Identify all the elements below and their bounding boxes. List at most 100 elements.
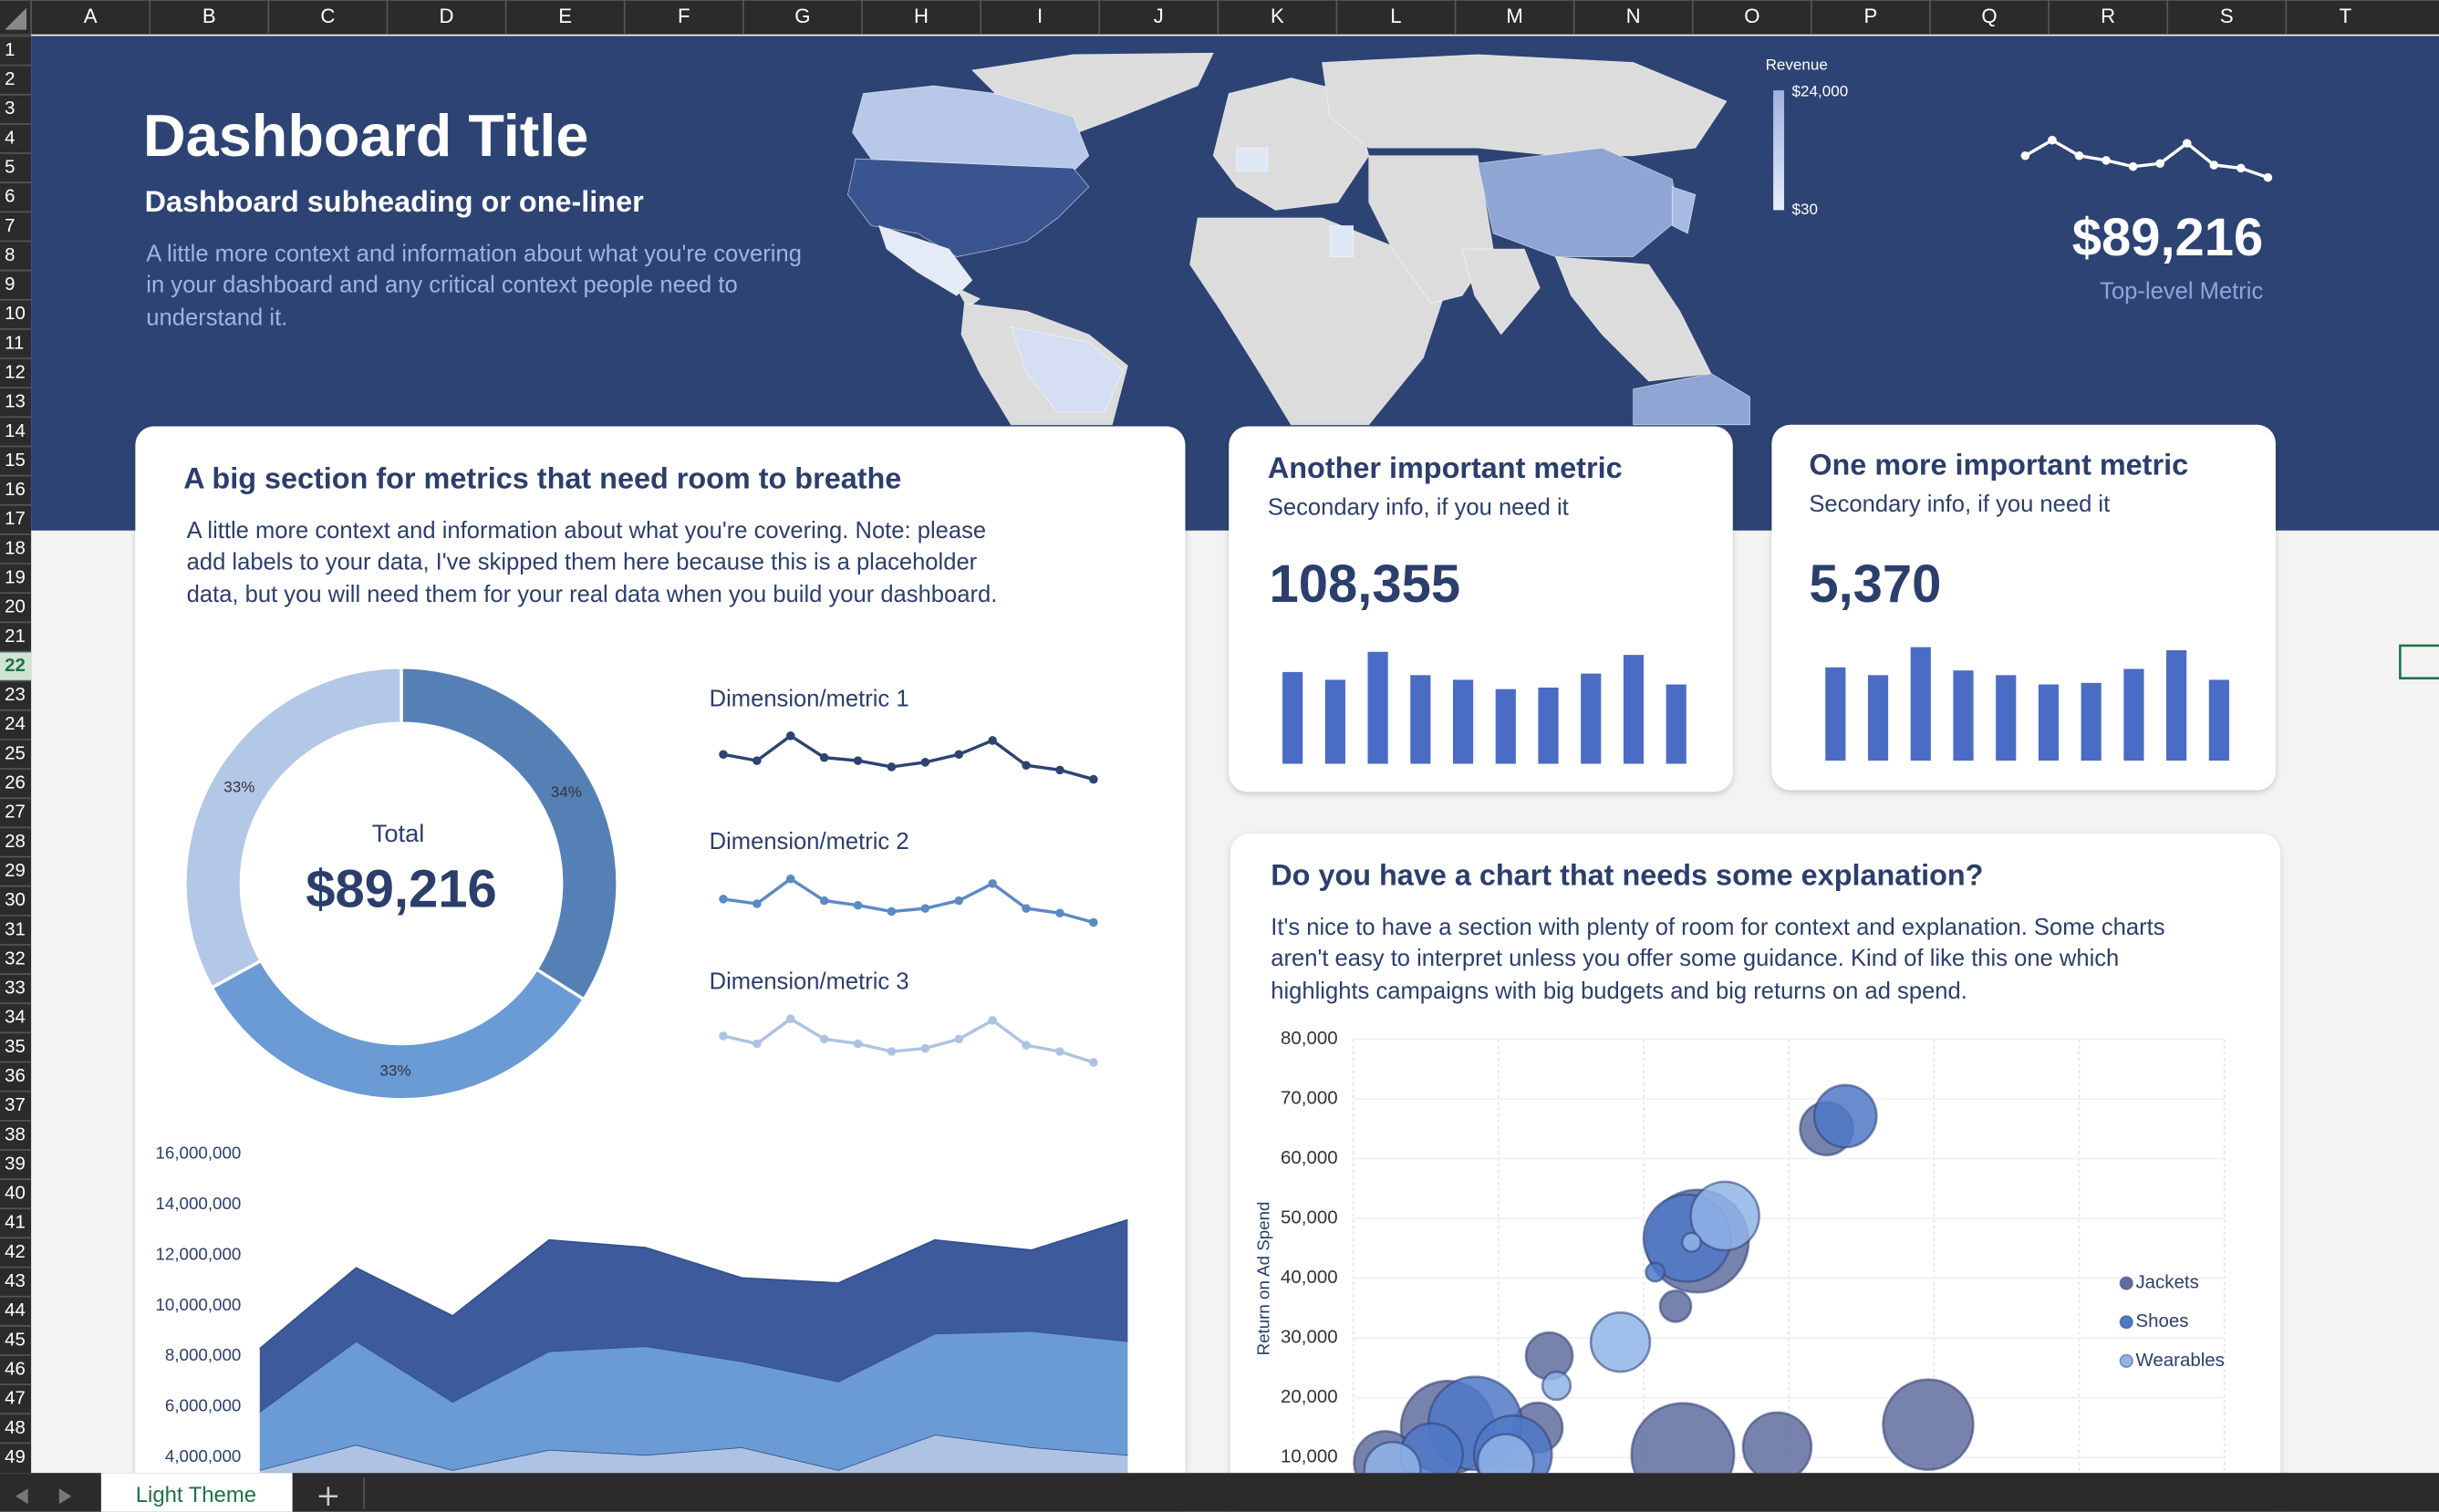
scatter-chart: 10,000 20,000 30,000 40,000 50,000 60,000 70,0… [1253, 1028, 2226, 1474]
column-header: I [1037, 5, 1043, 27]
sparkline-point [752, 1039, 762, 1049]
donut-segment [400, 666, 619, 1002]
sparkline-point [887, 906, 897, 917]
sparkline-point [1055, 908, 1064, 918]
row-header: 29 [5, 860, 26, 881]
row-header: 32 [5, 948, 26, 968]
bubble [1645, 1261, 1666, 1283]
bar [1495, 689, 1516, 764]
sparkline-point [2155, 159, 2164, 169]
sparkline-point [954, 896, 964, 906]
sparkline-point [1089, 917, 1098, 927]
tab-scroll-left[interactable] [16, 1488, 28, 1505]
legend-marker [2119, 1315, 2133, 1330]
area-edge [259, 1330, 1128, 1413]
row-header: 42 [5, 1241, 26, 1262]
y-axis-label: Return on Ad Spend [1253, 1202, 1272, 1356]
bubble [1681, 1231, 1703, 1253]
map-legend-title: Revenue [1766, 56, 1828, 73]
row-header: 5 [5, 156, 15, 177]
sparkline-point [2102, 156, 2111, 165]
bubble [1524, 1331, 1574, 1381]
sparkline-point [2209, 161, 2219, 170]
bubble [1589, 1311, 1652, 1373]
row-header: 6 [5, 186, 15, 207]
row-header: 23 [5, 684, 26, 705]
donut-center-label: Total [372, 819, 425, 847]
row-header: 33 [5, 978, 26, 999]
sheet-tab[interactable] [100, 1473, 293, 1512]
dashboard-subtitle: Dashboard subheading or one-liner [145, 185, 644, 218]
sparkline-point [2020, 150, 2030, 161]
row-header: 10 [5, 303, 26, 324]
card-metric-a [1229, 426, 1733, 792]
top-metric-label: Top-level Metric [2100, 279, 2263, 305]
donut-center-value: $89,216 [306, 860, 497, 918]
row-header: 49 [5, 1446, 26, 1467]
row-header: 15 [5, 450, 26, 471]
header-description: A little more context and information ab… [146, 242, 802, 267]
selected-cell[interactable] [2399, 644, 2439, 680]
column-header: Q [1981, 5, 1997, 27]
sparkline-point [920, 904, 930, 913]
column-header: S [2220, 5, 2234, 27]
row-header: 20 [5, 596, 26, 617]
row-header: 13 [5, 391, 26, 412]
legend-label: Wearables [2135, 1350, 2224, 1371]
row-header: 48 [5, 1417, 26, 1438]
map-legend-max: $24,000 [1792, 82, 1849, 99]
bar [1825, 667, 1846, 761]
area-edge [259, 1218, 1128, 1350]
section-description: add labels to your data, I've skipped th… [187, 549, 978, 575]
world-map [847, 52, 1750, 426]
section-description: It's nice to have a section with plenty … [1271, 915, 2164, 940]
tab-scroll-right[interactable] [58, 1488, 72, 1505]
row-header: 41 [5, 1212, 26, 1233]
spreadsheet-chrome: A B C D E F G H I J K L M N O P Q R S T12345678910111213141… [0, 0, 2439, 1474]
y-tick-label: 16,000,000 [155, 1144, 241, 1163]
sparkline-point [2074, 150, 2084, 161]
row-header: 8 [5, 244, 15, 265]
row-header: 28 [5, 831, 26, 852]
bubble [1476, 1433, 1535, 1474]
map-region [1329, 225, 1354, 257]
sparkline [722, 733, 1095, 782]
map-region [1189, 217, 1448, 426]
card-metric-b [1771, 424, 2276, 791]
sparkline-point [920, 1043, 930, 1053]
row-header: 7 [5, 215, 15, 236]
bar [1953, 670, 1974, 761]
row-header: 3 [5, 98, 15, 119]
row-header: 36 [5, 1065, 26, 1086]
y-tick-label: 6,000,000 [165, 1396, 241, 1415]
sparkline-point [2048, 135, 2057, 145]
bar [1410, 675, 1431, 764]
column-header: A [84, 5, 98, 27]
map-region [1010, 326, 1124, 413]
main-charts: 34% 33% 33% Dimension/metric 1 Dimension/met… [155, 666, 1128, 1474]
bar [1867, 675, 1889, 761]
legend-label: Jackets [2135, 1272, 2198, 1293]
column-header: M [1506, 5, 1522, 27]
add-sheet-button[interactable] [318, 1486, 338, 1506]
row-header: 18 [5, 537, 26, 558]
legend-marker [2119, 1276, 2133, 1290]
y-tick-label: 60,000 [1281, 1147, 1338, 1168]
sparkline [722, 1017, 1095, 1064]
bar [1282, 671, 1303, 764]
sparkline-point [2263, 172, 2273, 182]
section-title: A big section for metrics that need room… [183, 462, 901, 495]
bar [2081, 682, 2102, 761]
row-header: 43 [5, 1270, 26, 1291]
header-description: understand it. [146, 306, 287, 331]
metric-subtitle: Secondary info, if you need it [1809, 492, 2110, 517]
bubble [1812, 1083, 1878, 1149]
map-region [1322, 54, 1728, 157]
bar [1452, 679, 1474, 764]
donut-segment [183, 666, 403, 990]
row-header: 25 [5, 742, 26, 763]
area-band [259, 1219, 1128, 1413]
sparkline-point [719, 895, 728, 904]
row-header: 17 [5, 508, 26, 529]
